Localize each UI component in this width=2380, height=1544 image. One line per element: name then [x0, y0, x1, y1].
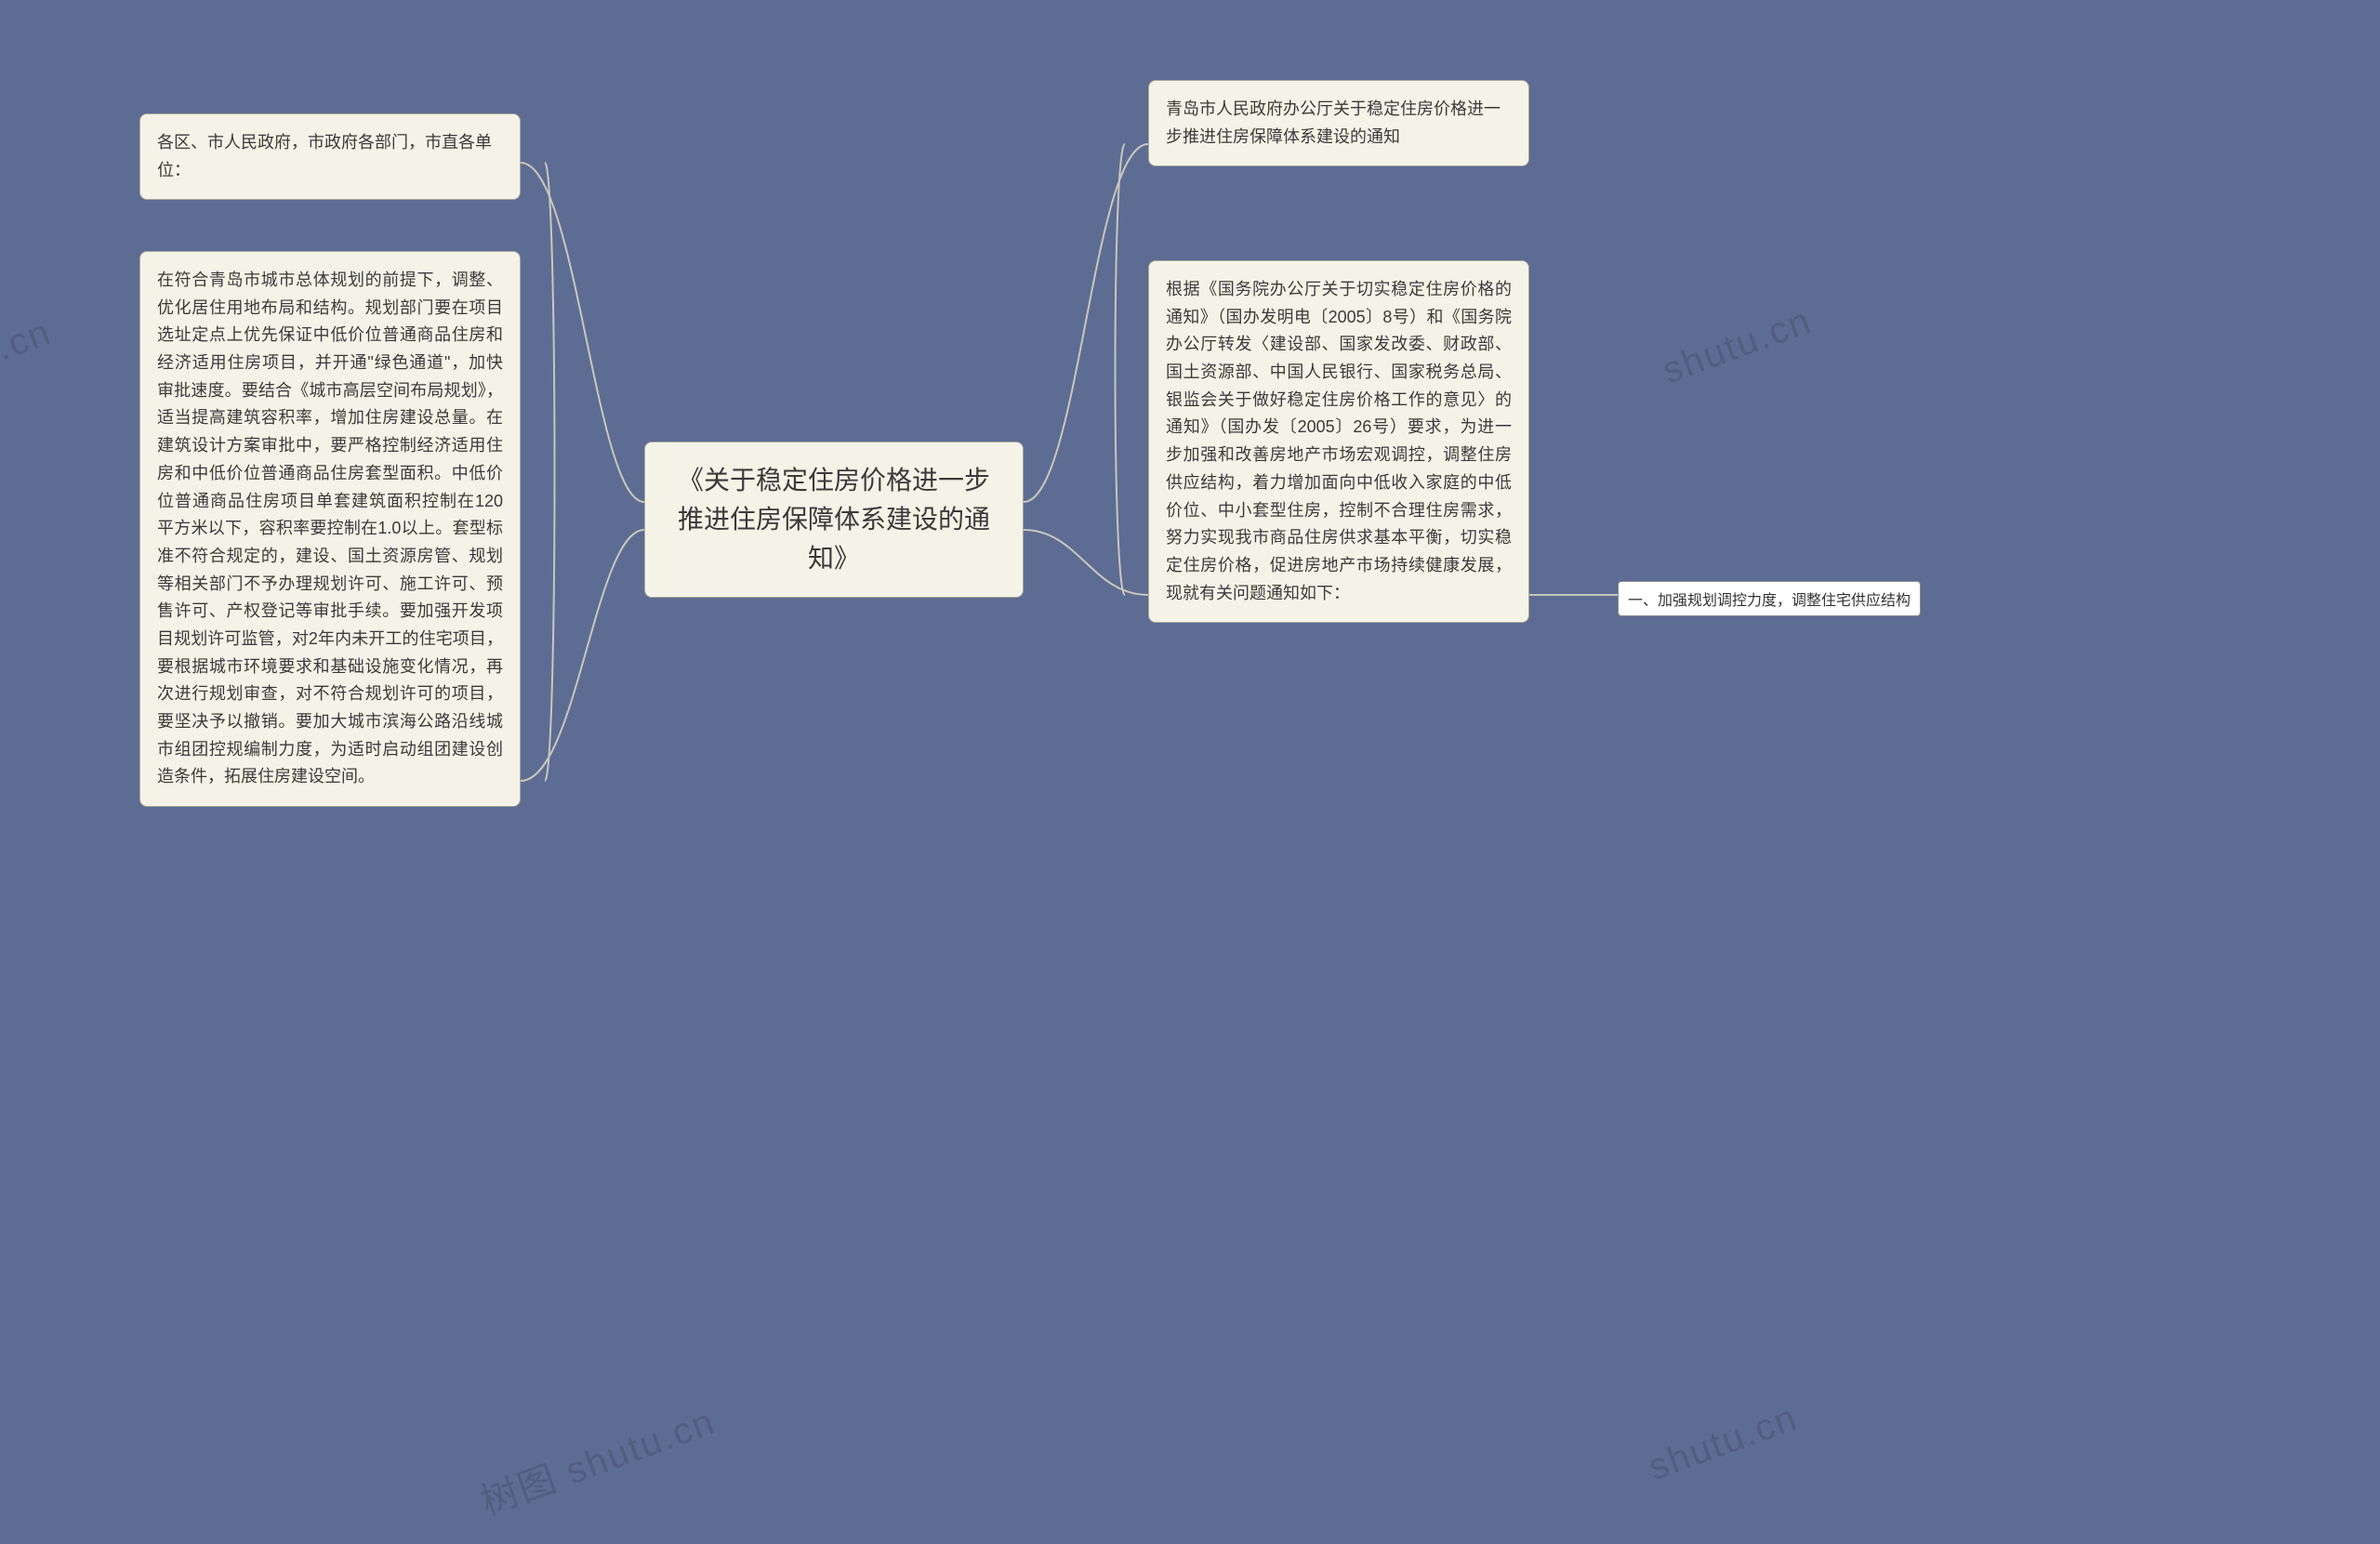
mindmap-left-node-2[interactable]: 在符合青岛市城市总体规划的前提下，调整、优化居住用地布局和结构。规划部门要在项目… — [139, 251, 521, 807]
center-node-text: 《关于稳定住房价格进一步推进住房保障体系建设的通知》 — [678, 466, 990, 573]
mindmap-center-node[interactable]: 《关于稳定住房价格进一步推进住房保障体系建设的通知》 — [644, 442, 1024, 598]
watermark: shutu.cn — [1643, 1397, 1804, 1489]
mindmap-left-node-1[interactable]: 各区、市人民政府，市政府各部门，市直各单位： — [139, 113, 521, 200]
mindmap-right-node-1[interactable]: 青岛市人民政府办公厅关于稳定住房价格进一步推进住房保障体系建设的通知 — [1148, 80, 1529, 166]
left-node-2-text: 在符合青岛市城市总体规划的前提下，调整、优化居住用地布局和结构。规划部门要在项目… — [157, 271, 503, 785]
mindmap-leaf-node-1[interactable]: 一、加强规划调控力度，调整住宅供应结构 — [1618, 581, 1921, 616]
mindmap-right-node-2[interactable]: 根据《国务院办公厅关于切实稳定住房价格的通知》（国办发明电〔2005〕8号）和《… — [1148, 260, 1529, 623]
watermark: shutu.cn — [1657, 300, 1818, 392]
right-node-2-text: 根据《国务院办公厅关于切实稳定住房价格的通知》（国办发明电〔2005〕8号）和《… — [1166, 280, 1512, 602]
right-node-1-text: 青岛市人民政府办公厅关于稳定住房价格进一步推进住房保障体系建设的通知 — [1166, 99, 1501, 146]
left-node-1-text: 各区、市人民政府，市政府各部门，市直各单位： — [157, 133, 492, 179]
leaf-node-1-text: 一、加强规划调控力度，调整住宅供应结构 — [1628, 593, 1911, 609]
watermark: tu.cn — [0, 311, 57, 381]
watermark: 树图 shutu.cn — [472, 1392, 721, 1526]
